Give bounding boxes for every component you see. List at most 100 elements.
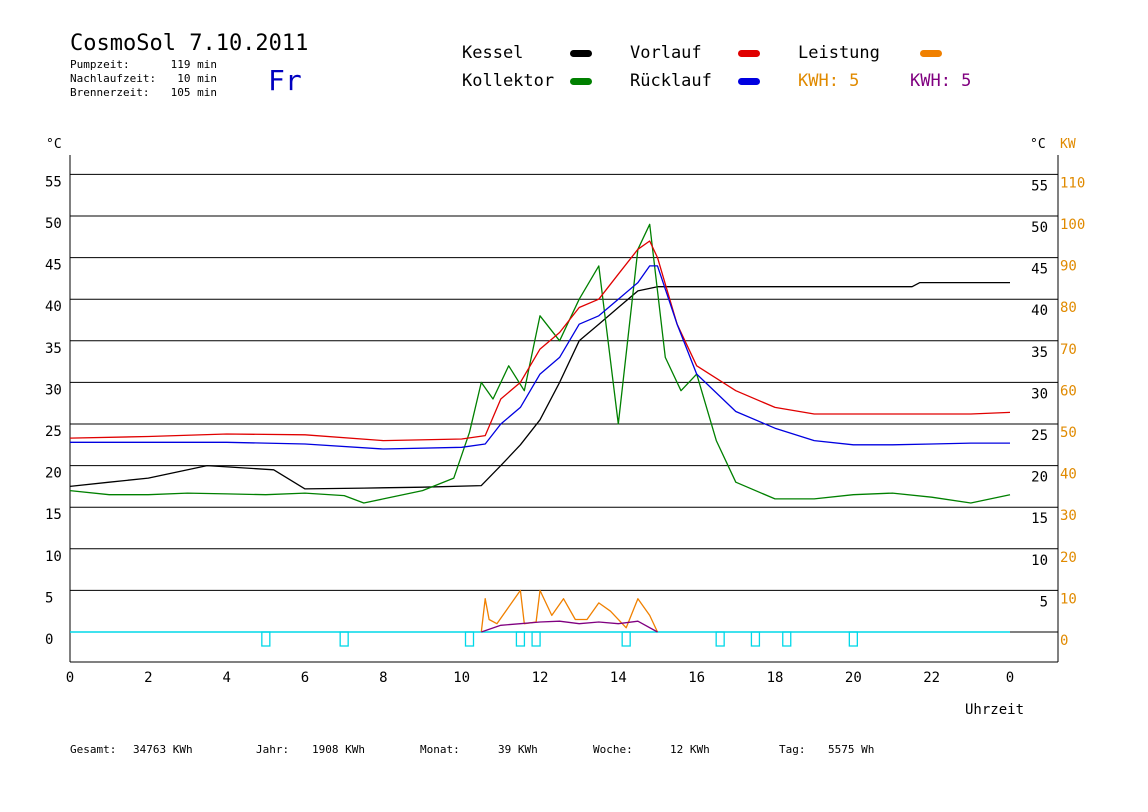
footer-totals: Gesamt: 34763 KWh Jahr: 1908 KWh Monat: … — [70, 743, 874, 756]
pump-pulse — [464, 631, 475, 647]
legend-leistung-label: Leistung — [798, 43, 880, 63]
kw-tick-label: 20 — [1060, 550, 1077, 566]
right-tick-label: 10 — [1031, 553, 1048, 569]
legend-ruecklauf-swatch — [738, 78, 760, 85]
day-label: Fr — [268, 64, 302, 97]
left-tick-label: 10 — [45, 549, 62, 565]
legend-kwh-orange: KWH: 5 — [798, 71, 859, 91]
pump-pulse — [750, 631, 761, 647]
x-tick-label: 18 — [767, 670, 784, 686]
stat-value: 10 min — [177, 72, 217, 85]
kw-tick-label: 30 — [1060, 508, 1077, 524]
footer-value: 39 KWh — [498, 743, 538, 756]
pump-pulse — [848, 631, 858, 647]
legend: Kessel Kollektor Vorlauf Rücklauf Leistu… — [462, 43, 971, 91]
kw-tick-label: 60 — [1060, 383, 1077, 399]
x-tick-label: 12 — [532, 670, 549, 686]
x-axis-ticks: 0 2 4 6 8 10 12 14 16 18 20 22 0 — [66, 670, 1014, 686]
stat-value: 105 min — [171, 86, 217, 99]
x-tick-label: 20 — [845, 670, 862, 686]
footer-label: Woche: — [593, 743, 633, 756]
right-axis-kw-unit: KW — [1060, 137, 1076, 152]
right-tick-label: 35 — [1031, 345, 1048, 361]
legend-kessel-swatch — [570, 50, 592, 57]
left-tick-label: 20 — [45, 466, 62, 482]
plot-frame — [69, 155, 1059, 663]
right-axis-ticks: 5 10 15 20 25 30 35 40 45 50 55 — [1031, 178, 1048, 610]
legend-kessel-label: Kessel — [462, 43, 523, 63]
kw-tick-label: 80 — [1060, 300, 1077, 316]
x-tick-label: 0 — [66, 670, 74, 686]
right-tick-label: 25 — [1031, 428, 1048, 444]
x-tick-label: 2 — [144, 670, 152, 686]
right-tick-label: 5 — [1040, 594, 1048, 610]
right-tick-label: 40 — [1031, 303, 1048, 319]
kw-tick-label: 50 — [1060, 425, 1077, 441]
left-tick-label: 0 — [45, 632, 53, 648]
x-tick-label: 14 — [610, 670, 627, 686]
right-tick-label: 55 — [1031, 178, 1048, 194]
left-tick-label: 35 — [45, 341, 62, 357]
left-tick-label: 55 — [45, 174, 62, 190]
legend-kollektor-label: Kollektor — [462, 71, 554, 91]
gridlines — [70, 173, 1058, 633]
pump-pulse — [515, 631, 526, 647]
series-kessel — [69, 281, 1010, 490]
footer-label: Monat: — [420, 743, 460, 756]
chart-title: CosmoSol 7.10.2011 — [70, 31, 308, 56]
x-tick-label: 22 — [923, 670, 940, 686]
left-tick-label: 30 — [45, 382, 62, 398]
footer-value: 12 KWh — [670, 743, 710, 756]
footer-value: 34763 KWh — [133, 743, 193, 756]
right-tick-label: 50 — [1031, 220, 1048, 236]
kw-tick-label: 40 — [1060, 467, 1077, 483]
left-tick-label: 15 — [45, 507, 62, 523]
series-kollektor — [69, 223, 1011, 504]
x-tick-label: 8 — [379, 670, 387, 686]
stat-label: Pumpzeit: — [70, 58, 130, 71]
kw-tick-label: 70 — [1060, 342, 1077, 358]
left-tick-label: 50 — [45, 216, 62, 232]
right-tick-label: 20 — [1031, 470, 1048, 486]
legend-kwh-purple: KWH: 5 — [910, 71, 971, 91]
pump-pulse — [531, 631, 541, 647]
x-tick-label: 16 — [688, 670, 705, 686]
stat-label: Brennerzeit: — [70, 86, 149, 99]
series-vorlauf — [69, 240, 1011, 442]
pump-pulse — [782, 631, 792, 647]
right-axis-unit: °C — [1030, 137, 1046, 152]
footer-value: 5575 Wh — [828, 743, 874, 756]
left-tick-label: 45 — [45, 258, 62, 274]
x-axis-label: Uhrzeit — [965, 702, 1024, 718]
series-layer — [69, 223, 1011, 633]
stat-label: Nachlaufzeit: — [70, 72, 156, 85]
kw-tick-label: 0 — [1060, 633, 1068, 649]
x-tick-label: 0 — [1006, 670, 1014, 686]
x-tick-label: 6 — [301, 670, 309, 686]
pump-pulses — [261, 631, 858, 647]
kw-tick-label: 10 — [1060, 591, 1077, 607]
left-tick-label: 40 — [45, 299, 62, 315]
kw-tick-label: 110 — [1060, 175, 1085, 191]
series-kwh — [481, 620, 658, 633]
left-axis-unit: °C — [46, 137, 62, 152]
legend-kollektor-swatch — [570, 78, 592, 85]
left-axis-ticks: 0 5 10 15 20 25 30 35 40 45 50 55 — [45, 174, 62, 648]
kw-tick-label: 100 — [1060, 217, 1085, 233]
legend-leistung-swatch — [920, 50, 942, 57]
pump-pulse — [715, 631, 725, 647]
pump-pulse — [261, 631, 271, 647]
pump-pulse — [621, 631, 631, 647]
right-axis-kw-ticks: 0 10 20 30 40 50 60 70 80 90 100 110 — [1060, 175, 1085, 649]
series-rcklauf — [70, 265, 1010, 450]
footer-label: Tag: — [779, 743, 806, 756]
kw-tick-label: 90 — [1060, 259, 1077, 275]
footer-label: Jahr: — [256, 743, 289, 756]
footer-value: 1908 KWh — [312, 743, 365, 756]
pump-pulse — [339, 631, 349, 647]
legend-vorlauf-label: Vorlauf — [630, 43, 702, 63]
legend-ruecklauf-label: Rücklauf — [630, 71, 712, 91]
runtime-stats: Pumpzeit: 119 min Nachlaufzeit: 10 min B… — [70, 58, 217, 99]
left-tick-label: 5 — [45, 590, 53, 606]
